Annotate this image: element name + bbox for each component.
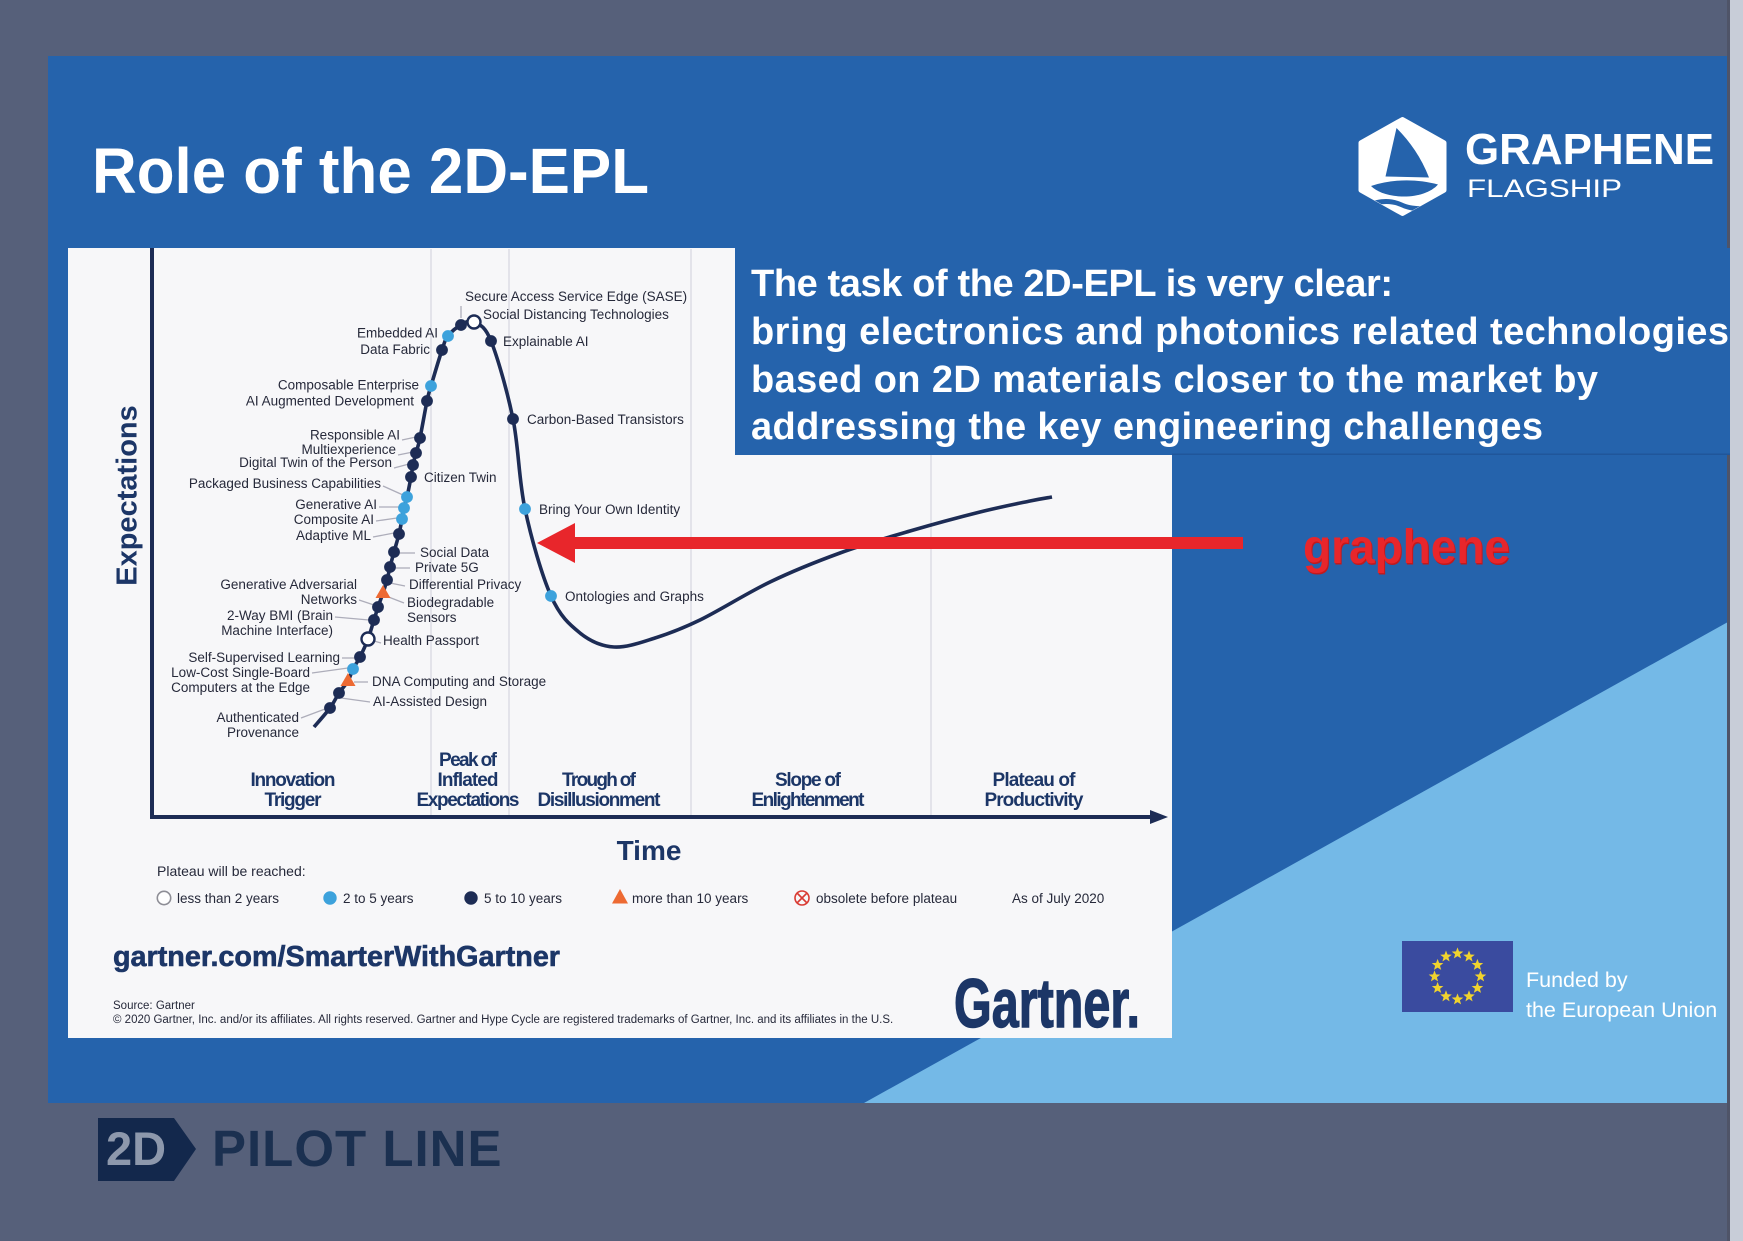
svg-text:The task of the 2D-EPL is very: The task of the 2D-EPL is very clear: (751, 263, 1393, 305)
svg-text:Enlightenment: Enlightenment (752, 790, 866, 811)
svg-text:Generative Adversarial: Generative Adversarial (220, 577, 357, 592)
svg-text:Citizen Twin: Citizen Twin (424, 470, 497, 485)
svg-text:© 2020 Gartner, Inc. and/or it: © 2020 Gartner, Inc. and/or its affiliat… (113, 1014, 893, 1026)
svg-text:Peak of: Peak of (439, 750, 498, 771)
svg-text:graphene: graphene (1304, 523, 1511, 576)
svg-text:Disillusionment: Disillusionment (538, 790, 662, 811)
svg-text:AI-Assisted Design: AI-Assisted Design (373, 694, 487, 709)
svg-text:Trough of: Trough of (562, 770, 637, 791)
svg-text:Plateau of: Plateau of (993, 770, 1077, 791)
svg-text:Explainable AI: Explainable AI (503, 334, 589, 349)
svg-text:Responsible AI: Responsible AI (310, 428, 400, 443)
svg-text:Bring Your Own Identity: Bring Your Own Identity (539, 502, 680, 517)
svg-text:FLAGSHIP: FLAGSHIP (1467, 175, 1622, 203)
svg-text:gartner.com/SmarterWithGartner: gartner.com/SmarterWithGartner (113, 941, 560, 973)
svg-text:bring electronics and photonic: bring electronics and photonics related … (751, 311, 1729, 353)
svg-text:Packaged Business Capabilities: Packaged Business Capabilities (189, 476, 381, 491)
svg-text:Authenticated: Authenticated (216, 710, 299, 725)
svg-text:2-Way BMI (Brain: 2-Way BMI (Brain (227, 608, 333, 623)
svg-text:Differential Privacy: Differential Privacy (409, 577, 522, 592)
svg-text:Biodegradable: Biodegradable (407, 595, 494, 610)
svg-text:Sensors: Sensors (407, 610, 457, 625)
svg-text:the European Union: the European Union (1526, 998, 1717, 1022)
svg-text:Generative AI: Generative AI (295, 497, 377, 512)
svg-text:Self-Supervised Learning: Self-Supervised Learning (188, 650, 340, 665)
svg-text:Embedded AI: Embedded AI (357, 326, 438, 341)
svg-text:2D: 2D (106, 1122, 166, 1175)
svg-text:5 to 10 years: 5 to 10 years (484, 891, 562, 906)
svg-text:less than 2 years: less than 2 years (177, 891, 279, 906)
svg-text:Health Passport: Health Passport (383, 633, 479, 648)
svg-text:Productivity: Productivity (985, 790, 1084, 811)
svg-text:GRAPHENE: GRAPHENE (1465, 125, 1714, 174)
svg-text:Role of the 2D-EPL: Role of the 2D-EPL (92, 135, 649, 207)
svg-text:Multiexperience: Multiexperience (301, 442, 396, 457)
svg-text:based on 2D materials closer t: based on 2D materials closer to the mark… (751, 359, 1598, 401)
svg-text:Expectations: Expectations (417, 790, 520, 811)
svg-text:Adaptive ML: Adaptive ML (296, 528, 372, 543)
svg-text:Networks: Networks (301, 592, 358, 607)
svg-text:Composite AI: Composite AI (294, 512, 374, 527)
svg-text:Source: Gartner: Source: Gartner (113, 1000, 195, 1012)
svg-text:Data Fabric: Data Fabric (360, 342, 430, 357)
svg-text:Trigger: Trigger (265, 790, 323, 811)
svg-text:2 to 5 years: 2 to 5 years (343, 891, 414, 906)
svg-text:graphene: graphene (1303, 521, 1510, 574)
svg-text:more than 10 years: more than 10 years (632, 891, 749, 906)
svg-text:Time: Time (617, 835, 682, 866)
svg-text:Composable Enterprise: Composable Enterprise (278, 378, 419, 393)
svg-text:addressing the key engineering: addressing the key engineering challenge… (751, 406, 1543, 448)
svg-text:Private 5G: Private 5G (415, 560, 479, 575)
svg-text:Secure Access Service Edge (SA: Secure Access Service Edge (SASE) (465, 289, 687, 304)
svg-text:Provenance: Provenance (227, 725, 299, 740)
svg-text:Computers at the Edge: Computers at the Edge (171, 680, 310, 695)
svg-text:Social Data: Social Data (420, 545, 490, 560)
svg-text:Plateau will be reached:: Plateau will be reached: (157, 863, 306, 879)
svg-text:Ontologies and Graphs: Ontologies and Graphs (565, 589, 704, 604)
svg-text:Machine Interface): Machine Interface) (221, 623, 333, 638)
svg-text:PILOT LINE: PILOT LINE (212, 1120, 503, 1177)
svg-text:Digital Twin of the Person: Digital Twin of the Person (239, 455, 392, 470)
svg-text:obsolete before plateau: obsolete before plateau (816, 891, 957, 906)
svg-text:Innovation: Innovation (251, 770, 336, 791)
svg-text:Funded by: Funded by (1526, 968, 1628, 992)
svg-text:Inflated: Inflated (438, 770, 499, 791)
svg-text:Carbon-Based Transistors: Carbon-Based Transistors (527, 412, 684, 427)
svg-text:Social Distancing Technologies: Social Distancing Technologies (483, 307, 669, 322)
svg-text:AI Augmented Development: AI Augmented Development (246, 394, 414, 409)
svg-text:DNA Computing and Storage: DNA Computing and Storage (372, 674, 546, 689)
svg-text:Gartner.: Gartner. (954, 965, 1140, 1042)
svg-text:Expectations: Expectations (112, 405, 144, 586)
svg-text:Low-Cost Single-Board: Low-Cost Single-Board (171, 665, 310, 680)
svg-text:Slope of: Slope of (775, 770, 842, 791)
svg-text:As of July 2020: As of July 2020 (1012, 891, 1104, 906)
